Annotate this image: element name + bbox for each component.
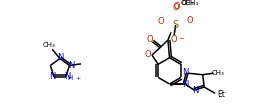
Text: H: H — [67, 75, 72, 81]
Text: O: O — [172, 3, 179, 12]
Text: N: N — [192, 86, 198, 95]
Text: O: O — [146, 35, 153, 44]
Text: −: − — [178, 36, 184, 42]
Text: N: N — [68, 61, 74, 70]
Text: O: O — [186, 16, 193, 25]
Text: Et: Et — [217, 89, 225, 99]
Text: N: N — [182, 80, 188, 89]
Text: N: N — [57, 53, 63, 62]
Text: O: O — [171, 35, 177, 44]
Text: N: N — [183, 68, 189, 77]
Text: O: O — [145, 50, 151, 59]
Text: CH₃: CH₃ — [182, 0, 194, 6]
Text: O: O — [174, 2, 181, 11]
Text: +: + — [75, 76, 80, 81]
Text: CH₃: CH₃ — [43, 42, 55, 48]
Text: N: N — [64, 72, 70, 81]
Text: O: O — [158, 17, 164, 26]
Text: CH₃: CH₃ — [212, 70, 225, 76]
Text: OCH₃: OCH₃ — [181, 0, 199, 6]
Text: S: S — [173, 20, 179, 30]
Text: N: N — [49, 72, 56, 81]
